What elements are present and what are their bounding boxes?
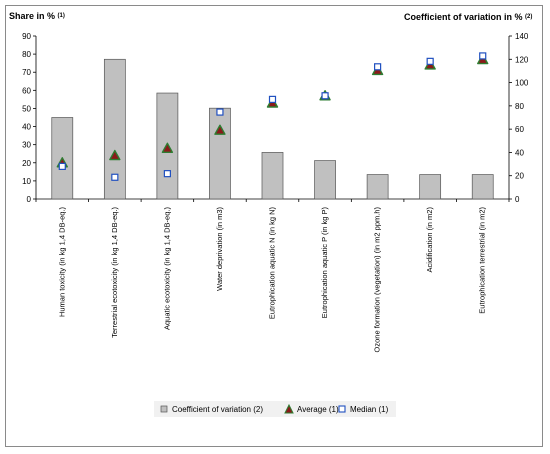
category-label: Aquatic ecotoxicity (in kg 1,4 DB-eq.): [162, 207, 171, 330]
right-tick-label: 60: [515, 125, 524, 134]
bar-coefficient-of-variation: [471, 174, 494, 200]
right-tick-label: 20: [515, 172, 524, 181]
bar-coefficient-of-variation: [209, 107, 231, 200]
legend-box: [154, 401, 396, 417]
left-axis-title: Share in % (1): [9, 11, 65, 21]
right-tick-label: 100: [515, 79, 529, 88]
left-tick-label: 40: [22, 123, 31, 132]
marker-average: [109, 149, 121, 161]
left-tick-label: 70: [22, 68, 31, 77]
left-axis-title-superscript: (1): [58, 13, 65, 19]
chart-svg: Share in % (1) Coefficient of variation …: [9, 11, 532, 417]
plot-area: 0 10 20 30 40 50 60 70 80 90 0 20 40 60 80 100 120 140 Hum…: [22, 32, 529, 352]
marker-median: [58, 162, 66, 170]
marker-average: [161, 142, 174, 153]
left-tick-label: 20: [22, 159, 31, 168]
legend-swatch-coefficient: [160, 405, 168, 413]
category-label: Ozone formation (vegetation) (in m2 ppm.…: [373, 207, 382, 353]
legend-swatch-median: [338, 405, 346, 413]
marker-median: [321, 92, 329, 100]
right-tick-label: 40: [515, 148, 524, 157]
category-label: Human toxicity (in kg 1,4 DB-eq.): [57, 207, 66, 318]
left-axis-title-text: Share in %: [9, 11, 55, 21]
left-tick-label: 50: [22, 104, 31, 113]
category-label: Eutrophication aquatic N (in kg N): [268, 207, 277, 320]
category-label: Eutrophication terrestrial (in m2): [478, 207, 487, 314]
bar-coefficient-of-variation: [314, 160, 336, 200]
left-tick-label: 80: [22, 50, 31, 59]
right-tick-label: 140: [515, 32, 529, 41]
legend-swatch-average: [284, 403, 294, 414]
right-axis-title-superscript: (2): [525, 14, 532, 20]
right-tick-label: 0: [515, 195, 520, 204]
marker-median: [374, 63, 382, 71]
marker-median: [163, 170, 171, 178]
bar-coefficient-of-variation: [103, 58, 126, 200]
right-tick-label: 120: [515, 55, 529, 64]
marker-median: [268, 95, 277, 103]
left-tick-label: 30: [22, 141, 31, 150]
category-label: Water deprivation (in m3): [215, 207, 224, 291]
category-label: Acidification (in m2): [425, 207, 434, 273]
marker-median: [111, 173, 119, 181]
marker-median: [216, 108, 224, 116]
right-axis-title-text: Coefficient of variation in %: [404, 12, 523, 22]
category-label: Eutrophication aquatic P (in kg P): [320, 207, 329, 319]
left-tick-label: 90: [22, 32, 31, 41]
bar-coefficient-of-variation: [261, 152, 284, 200]
category-label: Terrestrial ecotoxicity (in kg 1,4 DB-eq…: [110, 207, 119, 338]
marker-median: [479, 52, 487, 60]
right-axis-title: Coefficient of variation in % (2): [404, 12, 532, 22]
left-tick-label: 60: [22, 86, 31, 95]
bar-coefficient-of-variation: [366, 174, 389, 200]
legend-label-average: Average (1): [297, 405, 339, 414]
legend-label-median: Median (1): [350, 405, 389, 414]
marker-average: [214, 124, 226, 135]
left-tick-label: 10: [22, 177, 31, 186]
chart-frame: Share in % (1) Coefficient of variation …: [5, 5, 543, 447]
marker-median: [426, 57, 434, 65]
legend: Coefficient of variation (2) Average (1) M…: [154, 401, 396, 417]
legend-label-coefficient: Coefficient of variation (2): [172, 405, 263, 414]
bar-coefficient-of-variation: [419, 174, 442, 200]
left-tick-label: 0: [27, 195, 32, 204]
right-tick-label: 80: [515, 102, 524, 111]
